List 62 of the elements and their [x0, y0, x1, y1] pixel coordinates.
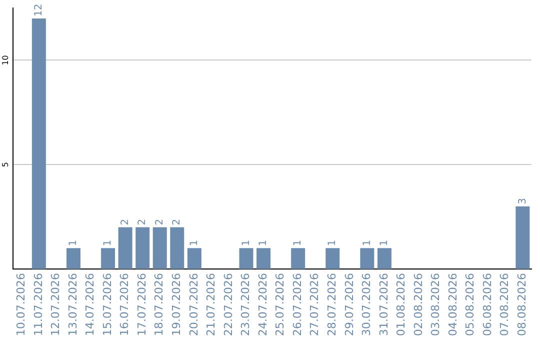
- data-label: 1: [379, 240, 390, 246]
- data-label: 1: [102, 240, 114, 246]
- x-tick-label: 10.07.2026: [14, 273, 28, 336]
- x-tick-label: 25.07.2026: [274, 273, 287, 336]
- bar: [136, 227, 150, 270]
- data-label: 2: [154, 218, 166, 226]
- x-tick-label: 18.07.2026: [152, 273, 166, 336]
- data-label: 12: [34, 4, 45, 16]
- x-tick-label: 05.08.2026: [464, 273, 477, 336]
- bar: [516, 206, 530, 270]
- x-tick-label: 30.07.2026: [360, 273, 374, 336]
- bar: [360, 248, 374, 270]
- x-tick-label: 12.07.2026: [49, 273, 62, 336]
- x-tick-label: 17.07.2026: [135, 273, 148, 336]
- bar: [152, 227, 167, 270]
- bar: [118, 227, 132, 270]
- x-tick-label: 21.07.2026: [204, 273, 218, 336]
- x-tick-label: 28.07.2026: [325, 273, 338, 336]
- x-tick-label: 26.07.2026: [290, 273, 304, 336]
- x-tick-label: 23.07.2026: [239, 273, 252, 336]
- x-tick-label: 03.08.2026: [429, 273, 442, 336]
- bar: [377, 248, 392, 270]
- x-tick-label: 08.08.2026: [516, 273, 529, 336]
- x-tick-label: 27.07.2026: [308, 273, 322, 336]
- x-tick-label: 20.07.2026: [187, 273, 200, 336]
- x-tick-label: 19.07.2026: [170, 273, 183, 336]
- x-tick-label: 16.07.2026: [118, 273, 132, 336]
- x-tick-label: 14.07.2026: [84, 273, 97, 336]
- x-tick-label: 15.07.2026: [100, 273, 114, 336]
- x-tick-label: 04.08.2026: [446, 273, 460, 336]
- x-tick-label: 31.07.2026: [377, 273, 390, 336]
- bar: [326, 248, 340, 270]
- x-tick-label: 11.07.2026: [32, 273, 45, 336]
- bar: [239, 248, 254, 270]
- data-label: 1: [258, 240, 270, 246]
- y-tick-label: 5: [1, 162, 10, 168]
- data-label: 1: [240, 240, 252, 246]
- data-label: 2: [120, 218, 131, 226]
- x-tick-label: 13.07.2026: [66, 273, 80, 336]
- y-tick-label: 10: [1, 55, 10, 66]
- x-tick-label: 24.07.2026: [256, 273, 270, 336]
- data-label: 3: [517, 198, 528, 204]
- bar: [101, 248, 116, 270]
- data-label: 1: [292, 240, 304, 246]
- bar: [291, 248, 306, 270]
- x-tick-label: 02.08.2026: [412, 273, 425, 336]
- x-tick-label: 07.08.2026: [498, 273, 512, 336]
- x-tick-label: 29.07.2026: [342, 273, 356, 336]
- bar: [32, 18, 46, 270]
- bar: [66, 248, 80, 270]
- bar: [256, 248, 271, 270]
- data-label: 2: [172, 218, 183, 226]
- x-tick-label: 01.08.2026: [394, 273, 408, 336]
- data-label: 1: [189, 240, 200, 246]
- bar: [187, 248, 202, 270]
- data-label: 1: [68, 240, 80, 246]
- data-label: 1: [362, 240, 373, 246]
- bar: [170, 227, 184, 270]
- data-label: 2: [137, 218, 148, 226]
- x-tick-label: 22.07.2026: [222, 273, 235, 336]
- data-label: 1: [327, 240, 338, 246]
- x-tick-label: 06.08.2026: [480, 273, 494, 336]
